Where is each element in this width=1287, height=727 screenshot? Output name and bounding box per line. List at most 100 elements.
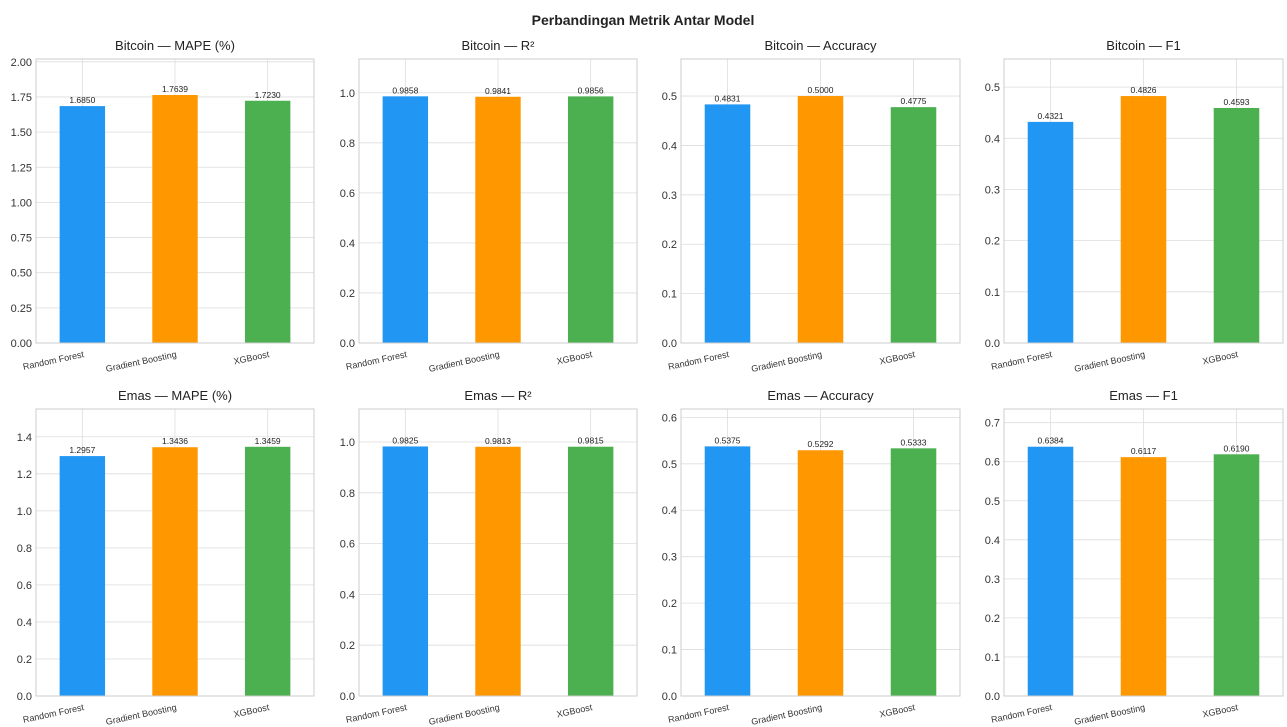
bar-xgboost [244, 446, 291, 696]
x-tick-label-xgboost: XGBoost [1202, 702, 1240, 719]
bar-random-forest [382, 96, 429, 344]
axes-frame [35, 58, 315, 344]
value-label-xgboost: 1.3459 [255, 436, 281, 446]
bar-random-forest [59, 456, 106, 696]
y-tick-label: 0.4 [985, 535, 1000, 547]
value-label-random-forest: 0.9825 [392, 435, 418, 445]
y-tick-label: 0.1 [985, 652, 1000, 664]
y-tick-label: 0.0 [662, 691, 677, 703]
value-label-gradient-boosting: 0.9813 [485, 436, 511, 446]
axes-frame [1003, 58, 1284, 344]
x-tick-label-gradient-boosting: Gradient Boosting [750, 702, 823, 727]
y-tick-label: 0.4 [340, 238, 355, 250]
y-tick-label: 0.5 [662, 459, 677, 471]
y-tick-label: 1.4 [17, 432, 32, 444]
bar-random-forest [704, 104, 751, 343]
chart-panel-emas-r2: 0.9825 0.9813 0.9815 0.0 0.2 0.4 0.6 0.8 1.0 Rand… [340, 388, 638, 727]
y-tick-label: 0.2 [662, 239, 677, 251]
bar-gradient-boosting [1120, 96, 1167, 343]
x-tick-label-gradient-boosting: Gradient Boosting [428, 702, 501, 727]
value-label-gradient-boosting: 0.5000 [808, 85, 834, 95]
y-tick-label: 1.50 [11, 127, 32, 139]
value-label-gradient-boosting: 1.3436 [162, 436, 188, 446]
y-tick-label: 1.25 [11, 162, 32, 174]
y-tick-label: 0.3 [662, 190, 677, 202]
y-tick-label: 1.75 [11, 92, 32, 104]
y-tick-label: 0.4 [662, 505, 677, 517]
x-tick-label-xgboost: XGBoost [879, 702, 917, 719]
chart-panel-emas-mape: 1.2957 1.3436 1.3459 0.0 0.2 0.4 0.6 0.8 1.0 1.2 1… [17, 388, 315, 727]
y-tick-label: 0.4 [340, 589, 355, 601]
value-label-gradient-boosting: 0.4826 [1131, 85, 1157, 95]
x-tick-label-xgboost: XGBoost [556, 702, 594, 719]
chart-panel-bitcoin-mape: 1.6850 1.7639 1.7230 0.00 0.25 0.50 0.75 1.00 1.… [11, 38, 315, 374]
y-tick-label: 0.75 [11, 233, 32, 245]
y-tick-label: 0.6 [662, 412, 677, 424]
x-tick-label-gradient-boosting: Gradient Boosting [1073, 702, 1146, 727]
chart-title-bitcoin-r2: Bitcoin — R² [462, 38, 536, 53]
bar-xgboost [890, 107, 937, 343]
value-label-xgboost: 0.6190 [1224, 443, 1250, 453]
value-label-xgboost: 0.5333 [901, 437, 927, 447]
x-tick-label-xgboost: XGBoost [1202, 349, 1240, 366]
axes-frame [680, 408, 961, 697]
x-tick-label-gradient-boosting: Gradient Boosting [105, 349, 178, 374]
value-label-random-forest: 0.5375 [715, 435, 741, 445]
bar-gradient-boosting [152, 95, 198, 344]
bar-xgboost [567, 446, 614, 696]
y-tick-label: 0.2 [662, 598, 677, 610]
y-tick-label: 0.3 [985, 574, 1000, 586]
y-tick-label: 0.0 [662, 338, 677, 350]
value-label-random-forest: 1.6850 [69, 95, 95, 105]
y-tick-label: 0.2 [340, 640, 355, 652]
bar-random-forest [59, 106, 106, 344]
chart-title-emas-mape: Emas — MAPE (%) [118, 388, 232, 403]
x-tick-label-random-forest: Random Forest [345, 702, 408, 725]
chart-title-emas-f1: Emas — F1 [1109, 388, 1178, 403]
y-tick-label: 0.0 [985, 691, 1000, 703]
y-tick-label: 1.0 [340, 437, 355, 449]
axes-frame [680, 58, 961, 344]
y-tick-label: 1.2 [17, 469, 32, 481]
x-tick-label-random-forest: Random Forest [345, 349, 408, 372]
y-tick-label: 0.6 [340, 188, 355, 200]
x-tick-label-random-forest: Random Forest [667, 702, 730, 725]
x-tick-label-xgboost: XGBoost [233, 349, 271, 366]
y-tick-label: 1.0 [17, 506, 32, 518]
x-tick-label-random-forest: Random Forest [990, 702, 1053, 725]
y-tick-label: 0.00 [11, 338, 32, 350]
y-tick-label: 0.1 [985, 287, 1000, 299]
y-tick-label: 0.4 [985, 133, 1000, 145]
bar-gradient-boosting [797, 96, 844, 343]
bar-gradient-boosting [475, 446, 521, 696]
chart-panel-bitcoin-f1: 0.4321 0.4826 0.4593 0.0 0.1 0.2 0.3 0.4 0.5 Rand… [985, 38, 1284, 374]
y-tick-label: 0.2 [985, 236, 1000, 248]
y-tick-label: 0.2 [17, 654, 32, 666]
bar-xgboost [244, 100, 291, 343]
axes-frame [358, 408, 638, 697]
y-tick-label: 0.5 [985, 496, 1000, 508]
value-label-random-forest: 0.9858 [392, 85, 418, 95]
chart-title-bitcoin-f1: Bitcoin — F1 [1106, 38, 1180, 53]
bar-xgboost [1213, 454, 1260, 696]
value-label-xgboost: 0.9815 [578, 436, 604, 446]
value-label-random-forest: 0.4321 [1038, 111, 1064, 121]
y-tick-label: 0.2 [985, 613, 1000, 625]
value-label-random-forest: 0.4831 [715, 93, 741, 103]
bar-random-forest [1027, 446, 1074, 696]
x-tick-label-xgboost: XGBoost [556, 349, 594, 366]
chart-panel-emas-f1: 0.6384 0.6117 0.6190 0.0 0.1 0.2 0.3 0.4 0.5 0.6 0… [985, 388, 1284, 727]
x-tick-label-xgboost: XGBoost [879, 349, 917, 366]
y-tick-label: 0.4 [662, 140, 677, 152]
y-tick-label: 0.25 [11, 303, 32, 315]
y-tick-label: 0.3 [985, 184, 1000, 196]
x-tick-label-gradient-boosting: Gradient Boosting [750, 349, 823, 374]
chart-title-emas-accuracy: Emas — Accuracy [767, 388, 874, 403]
bar-xgboost [1213, 107, 1260, 343]
axes-frame [35, 408, 315, 697]
figure-suptitle: Perbandingan Metrik Antar Model [532, 12, 755, 28]
bar-gradient-boosting [1120, 457, 1167, 696]
value-label-xgboost: 0.9856 [578, 85, 604, 95]
x-tick-label-random-forest: Random Forest [667, 349, 730, 372]
